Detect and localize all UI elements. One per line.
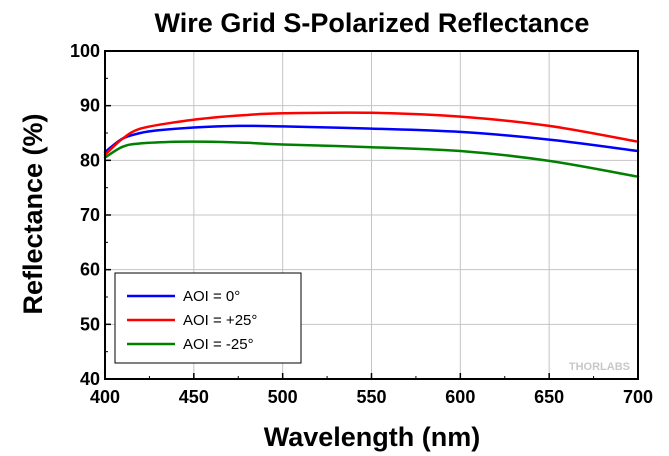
x-tick-label: 400 <box>90 387 120 407</box>
x-tick-label: 700 <box>623 387 653 407</box>
x-tick-label: 450 <box>179 387 209 407</box>
chart-title: Wire Grid S-Polarized Reflectance <box>155 8 590 38</box>
y-tick-label: 70 <box>80 205 100 225</box>
y-tick-label: 100 <box>70 41 100 61</box>
axis-ticks: 400 450 500 550 600 650 700 40 50 60 70 80 90 100 <box>70 41 653 407</box>
x-tick-label: 500 <box>268 387 298 407</box>
y-tick-label: 50 <box>80 314 100 334</box>
y-tick-label: 60 <box>80 260 100 280</box>
series-line-aoi-0 <box>103 124 640 154</box>
legend: AOI = 0° AOI = +25° AOI = -25° <box>114 272 302 364</box>
legend-box <box>114 272 302 364</box>
y-tick-label: 40 <box>80 369 100 389</box>
legend-label: AOI = -25° <box>183 336 254 353</box>
series-line-aoi-minus25 <box>103 140 640 178</box>
x-axis-label: Wavelength (nm) <box>264 422 481 452</box>
y-tick-label: 80 <box>80 150 100 170</box>
x-tick-label: 650 <box>534 387 564 407</box>
legend-label: AOI = 0° <box>183 288 240 305</box>
legend-label: AOI = +25° <box>183 312 257 329</box>
x-tick-label: 600 <box>445 387 475 407</box>
y-axis-label: Reflectance (%) <box>18 113 48 314</box>
x-tick-label: 550 <box>356 387 386 407</box>
plot-series <box>103 111 640 178</box>
thorlabs-watermark: THORLABS <box>569 361 630 373</box>
series-line-aoi-plus25 <box>103 111 640 157</box>
y-tick-label: 90 <box>80 96 100 116</box>
